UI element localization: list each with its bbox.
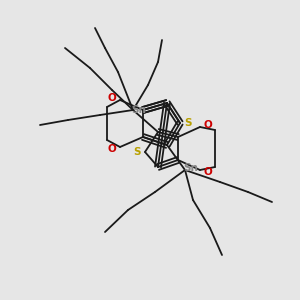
Text: O: O xyxy=(204,167,212,177)
Text: O: O xyxy=(108,144,116,154)
Text: Sn: Sn xyxy=(132,105,146,115)
Text: Sn: Sn xyxy=(184,163,198,173)
Text: S: S xyxy=(133,147,141,157)
Text: S: S xyxy=(184,118,192,128)
Text: O: O xyxy=(204,120,212,130)
Text: O: O xyxy=(108,93,116,103)
